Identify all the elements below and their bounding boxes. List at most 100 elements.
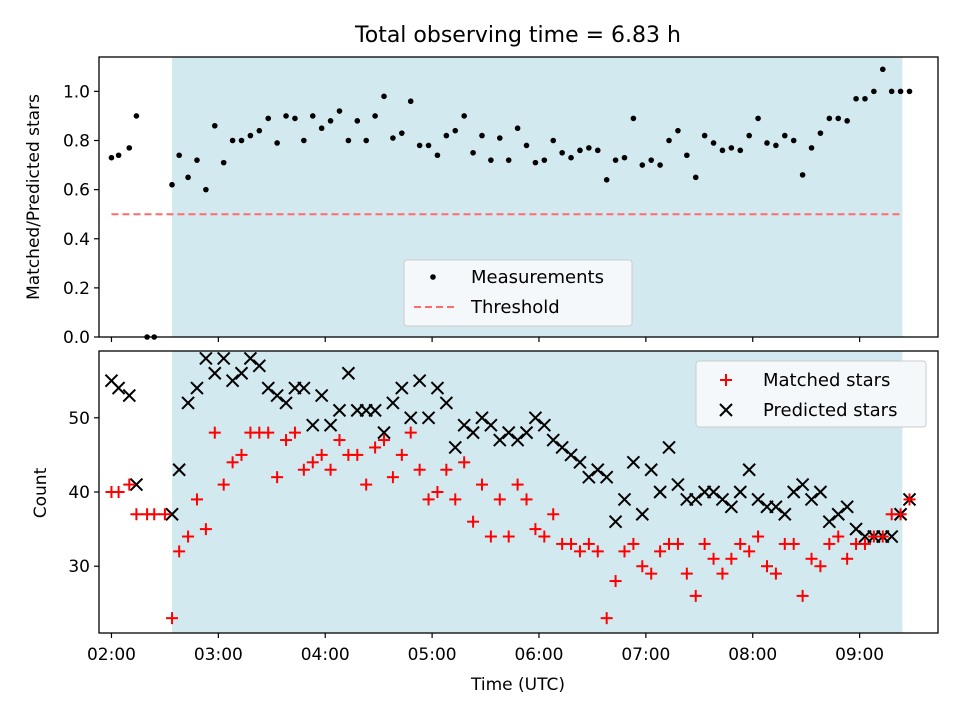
predicted-star-point xyxy=(216,351,231,366)
predicted-star-point xyxy=(528,411,543,425)
matched-star-point xyxy=(511,478,524,491)
measurement-point xyxy=(514,125,521,132)
measurement-point xyxy=(906,88,913,95)
x-tick-label: 02:00 xyxy=(87,645,136,665)
measurement-point xyxy=(541,157,548,163)
ratio-x-ticks xyxy=(110,337,861,342)
predicted-legend-marker xyxy=(719,403,733,417)
predicted-star-point xyxy=(537,418,552,432)
matched-star-point xyxy=(654,545,667,558)
predicted-star-point xyxy=(555,440,569,455)
measurement-point xyxy=(256,127,263,134)
predicted-star-point xyxy=(172,463,186,477)
predicted-star-point xyxy=(190,381,204,395)
measurement-point xyxy=(381,93,387,100)
x-tick-label: 06:00 xyxy=(514,645,563,665)
matched-star-point xyxy=(449,493,462,506)
measurement-point xyxy=(354,118,361,124)
predicted-star-point xyxy=(412,373,427,388)
matched-star-point xyxy=(280,434,293,447)
matched-star-point xyxy=(158,508,171,521)
matched-star-point xyxy=(680,567,693,580)
measurement-point xyxy=(692,174,699,181)
matched-star-point xyxy=(173,545,186,558)
measurement-point xyxy=(425,142,432,149)
matched-star-point xyxy=(716,567,729,580)
measurement-point xyxy=(639,162,646,168)
matched-star-point xyxy=(475,478,488,491)
threshold-legend-label: Threshold xyxy=(470,297,560,318)
measurement-point xyxy=(169,181,175,188)
matched-star-point xyxy=(190,493,203,506)
predicted-star-point xyxy=(564,448,578,462)
predicted-star-point xyxy=(831,507,845,521)
matched-star-point xyxy=(112,486,125,498)
measurement-point xyxy=(648,157,655,163)
x-tick-label: 04:00 xyxy=(301,645,350,665)
matched-star-point xyxy=(458,456,471,469)
matched-star-point xyxy=(876,530,889,543)
predicted-star-point xyxy=(279,396,293,410)
matched-star-point xyxy=(123,478,136,491)
matched-star-point xyxy=(582,537,595,550)
count-y-ticks: 30 40 50 xyxy=(68,409,99,577)
measurement-point xyxy=(532,159,539,166)
predicted-star-point xyxy=(297,381,311,395)
count-legend-box xyxy=(695,360,927,428)
measurement-point xyxy=(399,130,405,136)
predicted-star-point xyxy=(306,418,320,432)
predicted-star-point xyxy=(225,373,240,388)
measurement-point xyxy=(345,137,352,144)
measurement-point xyxy=(755,115,761,122)
matched-star-point xyxy=(671,537,684,550)
matched-star-point xyxy=(440,463,453,476)
measurement-point xyxy=(133,113,140,119)
ratio-y-tick-label: 0.6 xyxy=(63,181,90,201)
measurement-point xyxy=(630,115,637,122)
predicted-star-point xyxy=(341,366,356,380)
ratio-marks xyxy=(108,66,913,340)
predicted-star-point xyxy=(795,477,810,492)
measurement-point xyxy=(496,135,503,141)
predicted-star-point xyxy=(448,440,462,455)
measurement-point xyxy=(505,157,512,163)
predicted-star-point xyxy=(501,425,516,440)
predicted-legend-label: Predicted stars xyxy=(763,400,897,421)
matched-star-point xyxy=(832,530,845,543)
predicted-star-point xyxy=(208,366,222,380)
predicted-star-point xyxy=(822,514,837,529)
x-tick-label: 09:00 xyxy=(835,645,884,665)
measurement-point xyxy=(559,149,565,156)
predicted-star-point xyxy=(252,359,267,373)
predicted-star-point xyxy=(706,485,721,499)
matched-star-point xyxy=(573,545,586,558)
measurement-point xyxy=(203,186,209,193)
matched-star-point xyxy=(148,508,161,521)
predicted-star-point xyxy=(617,492,632,507)
predicted-star-point xyxy=(519,425,534,440)
measurement-point xyxy=(126,145,133,151)
matched-star-point xyxy=(199,523,212,536)
matched-star-point xyxy=(208,426,221,439)
measurement-point xyxy=(108,154,115,161)
measurement-point xyxy=(603,177,610,183)
predicted-star-point xyxy=(635,507,650,521)
predicted-star-point xyxy=(662,440,676,455)
matched-star-point xyxy=(502,530,515,543)
measurement-point xyxy=(844,118,850,124)
matched-star-point xyxy=(823,537,836,550)
measurement-point xyxy=(710,140,717,146)
matched-star-point xyxy=(725,552,738,565)
matched-star-point xyxy=(431,486,444,498)
predicted-star-point xyxy=(270,388,284,403)
predicted-star-point xyxy=(591,463,605,477)
measurement-point xyxy=(488,157,494,163)
count-y-tick-label: 50 xyxy=(68,409,90,429)
measurement-point xyxy=(871,88,877,95)
predicted-star-point xyxy=(234,366,249,380)
measurement-point xyxy=(888,88,895,95)
predicted-star-point xyxy=(377,425,391,440)
ratio-panel: 0.0 0.2 0.4 0.6 0.8 1.0 Matched/Predicted sta… xyxy=(24,56,939,348)
measurement-point xyxy=(737,147,744,154)
